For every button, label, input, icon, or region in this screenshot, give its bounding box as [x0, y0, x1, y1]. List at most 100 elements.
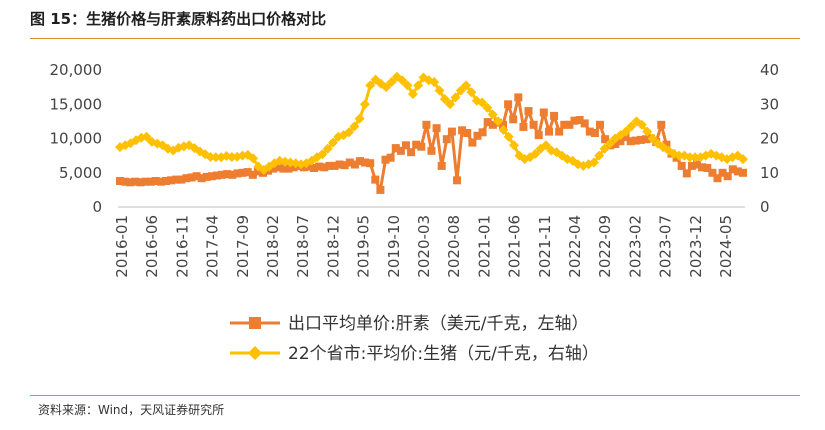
heparin-data-point — [545, 127, 553, 136]
x-tick-label: 2016-06 — [143, 215, 161, 278]
heparin-data-point — [412, 140, 421, 149]
heparin-data-point — [585, 127, 594, 136]
hog-data-point — [690, 152, 701, 163]
hog-data-point — [386, 77, 397, 87]
heparin-data-point — [447, 127, 456, 136]
hog-data-point — [429, 77, 440, 87]
hog-data-point — [647, 133, 658, 144]
y-left-tick-label: 5,000 — [59, 164, 102, 182]
hog-data-point — [636, 119, 647, 130]
heparin-data-point — [279, 164, 288, 173]
heparin-data-point — [213, 171, 221, 180]
heparin-data-point — [228, 170, 237, 179]
hog-data-point — [530, 148, 541, 159]
hog-data-point — [322, 143, 333, 154]
x-tick-label: 2021-11 — [536, 215, 554, 278]
heparin-data-point — [202, 172, 211, 181]
y-left-tick-label: 10,000 — [50, 130, 103, 148]
y-left-tick-label: 15,000 — [50, 95, 103, 113]
hog-data-point — [210, 152, 221, 163]
hog-data-point — [450, 92, 461, 103]
heparin-data-point — [499, 120, 507, 129]
legend-square-marker — [249, 317, 261, 329]
heparin-data-point — [560, 120, 569, 129]
chart-title: 图 15：生猪价格与肝素原料药出口价格对比 — [30, 10, 327, 28]
hog-data-point — [455, 85, 466, 96]
heparin-data-point — [677, 161, 686, 170]
x-tick-label: 2018-07 — [294, 215, 312, 278]
heparin-data-point — [693, 160, 701, 169]
heparin-data-point — [223, 170, 232, 179]
hog-data-point — [359, 99, 370, 110]
heparin-data-point — [396, 146, 405, 155]
heparin-data-point — [509, 115, 518, 124]
x-tick-label: 2017-09 — [234, 215, 252, 278]
x-tick-label: 2016-11 — [173, 215, 191, 278]
heparin-data-point — [442, 135, 451, 144]
hog-data-point — [141, 131, 152, 142]
heparin-data-point — [361, 158, 370, 167]
hog-data-point — [349, 121, 360, 132]
x-tick-label: 2021-06 — [506, 215, 524, 278]
heparin-data-point — [432, 124, 441, 133]
heparin-data-point — [473, 131, 482, 140]
hog-data-point — [604, 138, 615, 149]
legend: 出口平均单价:肝素（美元/千克，左轴） 22个省市:平均价:生猪（元/千克，右轴） — [230, 314, 599, 364]
x-tick-label: 2024-05 — [717, 215, 735, 278]
source-note: 资料来源：Wind，天风证券研究所 — [38, 403, 225, 417]
heparin-data-point — [504, 100, 513, 109]
heparin-data-point — [386, 153, 395, 162]
heparin-data-point — [657, 120, 666, 129]
heparin-data-point — [642, 135, 650, 144]
legend-diamond-marker — [248, 346, 262, 360]
heparin-data-point — [703, 164, 712, 172]
heparin-data-point — [162, 177, 170, 185]
heparin-data-point — [529, 120, 538, 129]
hog-data-point — [248, 153, 259, 164]
heparin-data-point — [391, 144, 400, 153]
heparin-data-point — [315, 162, 324, 171]
heparin-data-point — [534, 131, 543, 140]
heparin-data-point — [636, 135, 645, 144]
heparin-data-point — [565, 120, 574, 129]
heparin-data-point — [371, 175, 380, 184]
heparin-data-point — [197, 174, 206, 183]
heparin-data-point — [350, 160, 359, 169]
heparin-data-point — [524, 107, 533, 116]
heparin-data-point — [422, 120, 431, 129]
heparin-data-point — [192, 172, 201, 181]
x-tick-label: 2022-04 — [566, 215, 584, 278]
heparin-data-point — [427, 146, 436, 155]
heparin-data-point — [156, 177, 165, 186]
series-markers — [115, 71, 748, 194]
heparin-data-point — [274, 163, 283, 172]
heparin-data-point — [136, 178, 145, 187]
heparin-data-point — [596, 120, 604, 129]
heparin-data-point — [483, 118, 492, 127]
heparin-data-point — [172, 175, 181, 184]
axes: 0 5,000 10,000 15,000 20,000 0 10 20 30 40 2016-01… — [50, 61, 780, 278]
hog-data-point — [354, 113, 365, 124]
hog-data-point — [434, 85, 445, 96]
heparin-data-point — [238, 168, 247, 177]
heparin-data-point — [682, 169, 691, 178]
heparin-data-point — [345, 158, 354, 167]
heparin-data-point — [243, 168, 252, 177]
heparin-data-point — [463, 129, 472, 137]
x-tick-label: 2017-04 — [204, 215, 222, 278]
heparin-data-point — [621, 133, 630, 142]
hog-data-point — [599, 143, 610, 154]
heparin-data-point — [519, 122, 528, 131]
source-divider — [30, 395, 800, 396]
heparin-data-point — [723, 172, 732, 181]
hog-data-point — [626, 121, 637, 132]
heparin-data-point — [116, 177, 124, 185]
heparin-data-point — [402, 141, 410, 150]
heparin-data-point — [381, 155, 390, 164]
hog-data-point — [407, 89, 418, 99]
heparin-data-point — [340, 161, 349, 170]
x-tick-label: 2023-12 — [687, 215, 705, 278]
heparin-data-point — [304, 162, 313, 171]
heparin-data-point — [453, 176, 461, 185]
heparin-data-point — [478, 128, 487, 137]
